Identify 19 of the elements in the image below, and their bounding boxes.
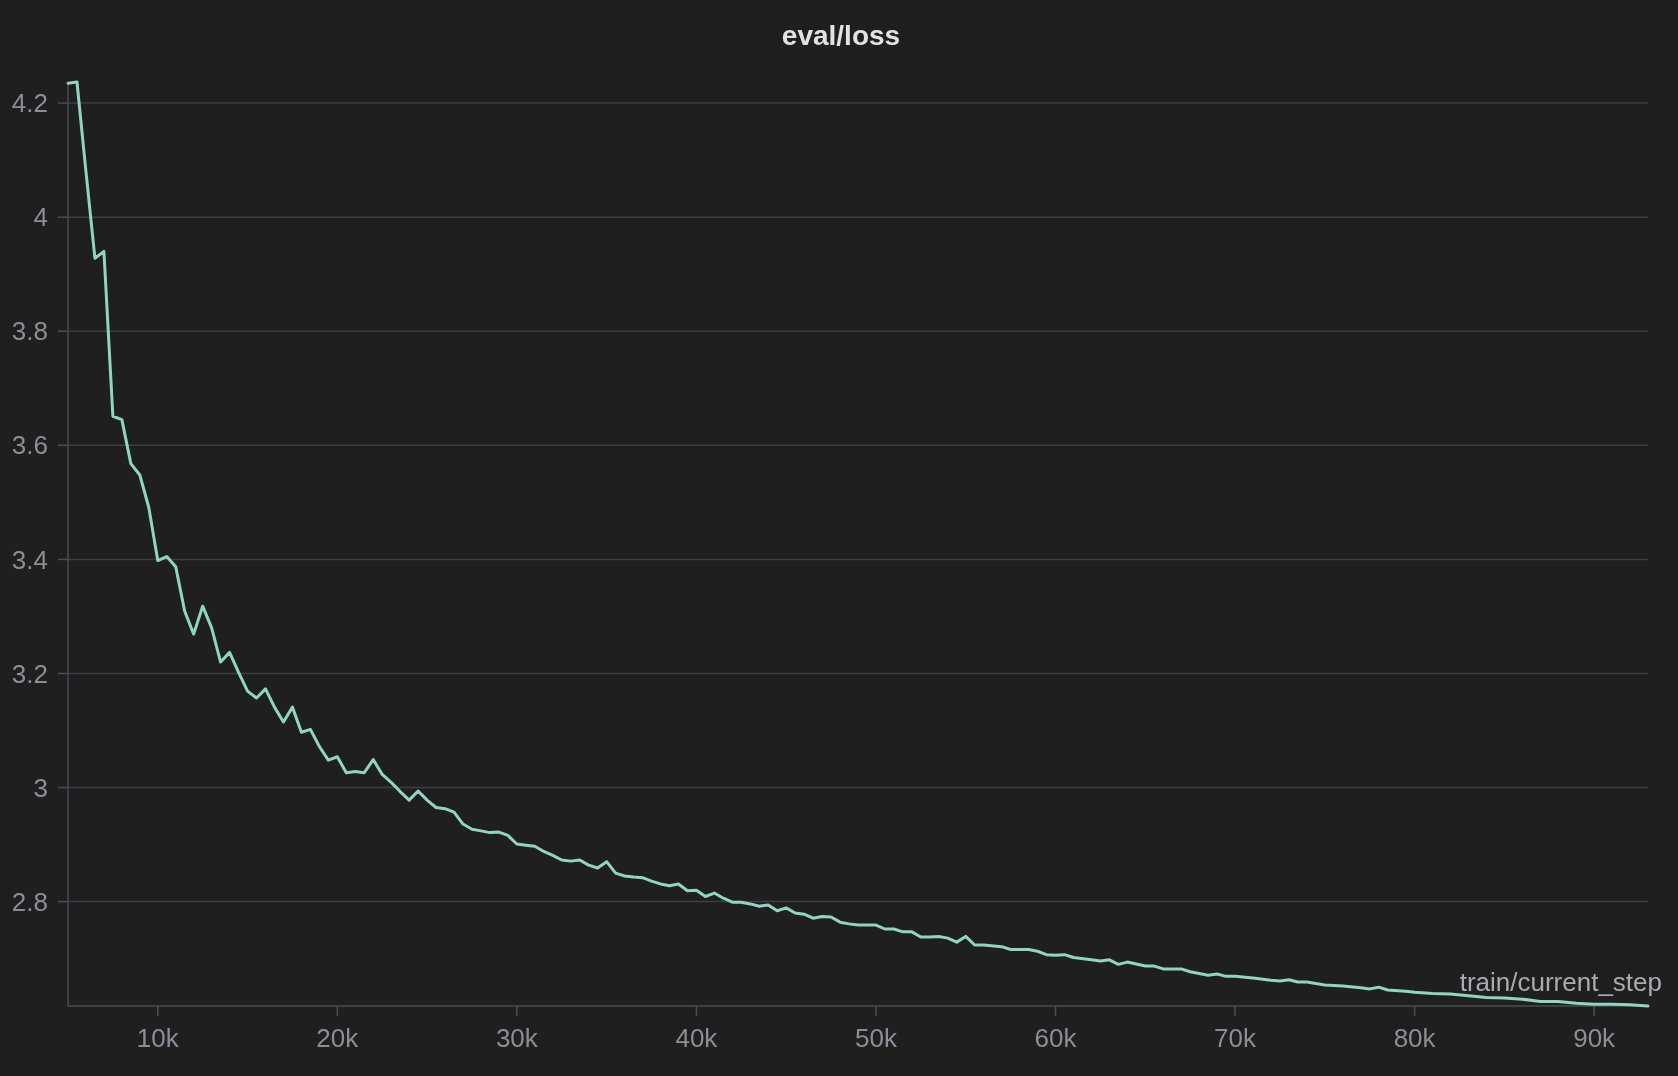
x-tick-label: 10k (136, 1023, 180, 1053)
x-tick-label: 30k (495, 1023, 539, 1053)
y-tick-label: 3 (33, 772, 48, 803)
chart-title: eval/loss (781, 20, 901, 51)
x-tick-label: 60k (1034, 1023, 1078, 1053)
x-tick-label: 90k (1573, 1023, 1617, 1053)
x-tick-label: 50k (854, 1023, 898, 1053)
x-tick-label: 70k (1214, 1023, 1257, 1053)
y-tick-label: 2.8 (11, 886, 48, 917)
y-tick-label: 4.2 (11, 88, 48, 119)
y-tick-label: 3.4 (11, 544, 48, 575)
x-axis-title: train/current_step (1459, 967, 1662, 997)
x-tick-label: 20k (316, 1023, 360, 1053)
y-tick-label: 3.2 (11, 658, 48, 689)
y-tick-label: 4 (33, 202, 48, 233)
y-tick-label: 3.6 (11, 430, 48, 461)
y-tick-label: 3.8 (11, 316, 48, 347)
x-tick-label: 80k (1393, 1023, 1437, 1053)
x-tick-label: 40k (675, 1023, 719, 1053)
